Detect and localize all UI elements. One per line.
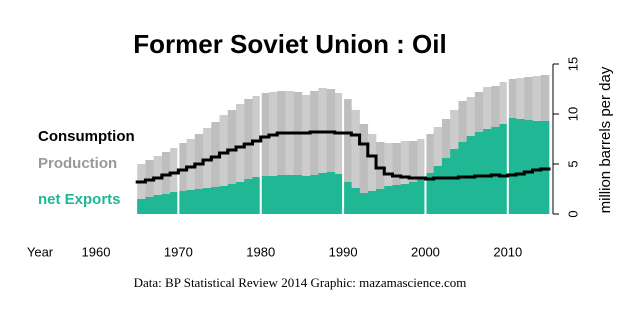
area-step (343, 182, 352, 214)
area-step (450, 149, 459, 214)
area-step (170, 148, 179, 214)
area-step (252, 177, 262, 214)
area-step (178, 143, 187, 214)
area-step (268, 92, 278, 214)
chart-title: Former Soviet Union : Oil (133, 29, 446, 59)
x-tick-label: 2010 (493, 244, 522, 259)
area-step (186, 139, 196, 214)
area-step (466, 136, 476, 214)
area-step (260, 93, 270, 214)
area-step (516, 119, 525, 214)
area-step (499, 124, 509, 214)
area-step (277, 175, 286, 214)
area-step (260, 176, 270, 214)
area-step (194, 189, 204, 214)
legend-label: Consumption (38, 128, 135, 145)
area-step (334, 93, 344, 214)
y-tick-label: 10 (565, 107, 580, 121)
area-step (236, 182, 245, 214)
area-step (211, 187, 220, 214)
area-step (203, 188, 212, 214)
area-step (145, 197, 154, 214)
area-step (351, 188, 360, 214)
area-step (236, 104, 245, 214)
y-axis-title: million barrels per day (597, 66, 614, 213)
area-step (203, 128, 212, 214)
area-step (318, 173, 327, 214)
area-step (145, 160, 154, 214)
x-axis-title: Year (27, 244, 54, 259)
area-step (417, 179, 426, 214)
area-step (367, 134, 377, 214)
area-step (211, 122, 220, 214)
area-step (326, 172, 336, 214)
x-tick-label: 1990 (329, 244, 358, 259)
area-step (161, 194, 171, 214)
area-step (408, 182, 418, 214)
area-step (491, 127, 500, 214)
area-step (483, 129, 492, 214)
x-tick-label: 1960 (82, 244, 111, 259)
area-step (310, 91, 319, 214)
area-step (161, 152, 171, 214)
legend-label: net Exports (38, 191, 121, 208)
area-step (384, 186, 393, 214)
area-step (170, 192, 179, 214)
area-step (532, 121, 542, 214)
area-step (227, 184, 237, 214)
area-step (153, 195, 163, 214)
area-step (433, 166, 443, 214)
area-step (400, 184, 410, 214)
area-step (178, 191, 187, 214)
area-step (376, 142, 385, 214)
area-step (244, 179, 253, 214)
area-step (359, 193, 369, 214)
area-step (137, 164, 146, 214)
y-tick-label: 15 (565, 57, 580, 71)
area-step (293, 92, 303, 214)
area-step (343, 99, 352, 214)
area-step (524, 120, 533, 214)
area-step (227, 110, 237, 214)
legend-label: Production (38, 155, 117, 172)
area-step (137, 199, 146, 214)
area-step (277, 91, 286, 214)
area-step (326, 89, 336, 214)
y-tick-label: 5 (565, 160, 580, 167)
area-step (310, 175, 319, 214)
x-tick-label: 1970 (164, 244, 193, 259)
area-step (301, 95, 311, 214)
y-tick-label: 0 (565, 210, 580, 217)
area-step (507, 118, 517, 214)
caption: Data: BP Statistical Review 2014 Graphic… (134, 275, 467, 290)
area-step (376, 189, 385, 214)
area-step (252, 96, 262, 214)
area-step (392, 185, 402, 214)
area-step (359, 124, 369, 214)
area-step (301, 176, 311, 214)
area-step (441, 158, 451, 214)
area-step (392, 143, 402, 214)
x-tick-label: 1980 (246, 244, 275, 259)
area-step (244, 99, 253, 214)
area-step (285, 175, 294, 214)
area-step (186, 190, 196, 214)
area-step (351, 110, 360, 214)
area-step (318, 88, 327, 214)
area-step (219, 115, 229, 214)
area-step (153, 156, 163, 214)
area-step (384, 143, 393, 214)
area-step (285, 91, 294, 214)
area-step (268, 176, 278, 214)
area-step (425, 173, 434, 214)
area-step (293, 175, 303, 214)
area-step (334, 174, 344, 214)
area-step (219, 186, 229, 214)
area-step (194, 134, 204, 214)
area-step (474, 132, 484, 214)
area-step (367, 191, 377, 214)
x-tick-label: 2000 (411, 244, 440, 259)
